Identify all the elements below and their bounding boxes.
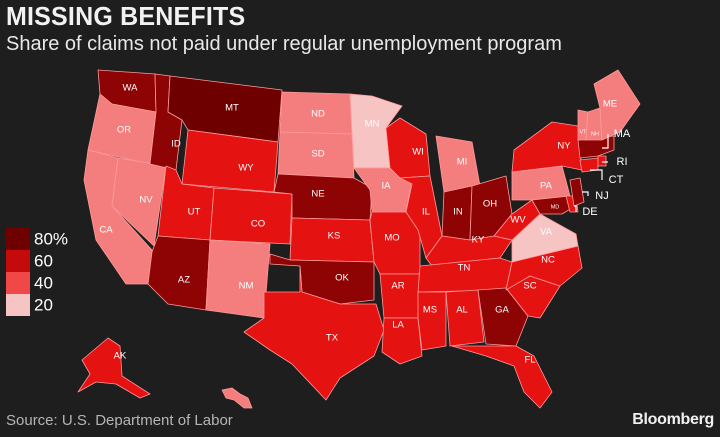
legend-swatch (6, 250, 30, 272)
state-label-wy: WY (238, 163, 254, 174)
state-ga (477, 287, 529, 347)
state-label-nd: ND (311, 109, 325, 120)
leader-lines (574, 134, 609, 212)
state-ri (597, 155, 607, 167)
legend: 80% 60 40 20 (6, 228, 68, 316)
state-label-ct: CT (609, 174, 624, 186)
legend-swatch (6, 272, 30, 294)
state-label-nj: NJ (595, 190, 608, 202)
state-label-sc: SC (523, 281, 536, 292)
state-label-ky: KY (472, 235, 485, 246)
state-nj (569, 177, 585, 207)
state-label-vt: VT (579, 129, 587, 135)
state-label-ok: OK (335, 273, 349, 284)
legend-label: 20 (34, 295, 53, 314)
legend-label: 60 (34, 251, 53, 270)
state-la (381, 317, 423, 365)
state-label-tx: TX (326, 333, 339, 344)
state-label-mi: MI (457, 157, 468, 168)
leader-line-ma (602, 134, 609, 149)
state-label-nc: NC (541, 255, 555, 266)
state-label-in: IN (453, 207, 463, 218)
state-label-mo: MO (384, 233, 399, 244)
state-label-az: AZ (178, 275, 190, 286)
map-title: MISSING BENEFITS (6, 2, 246, 32)
leader-line-de (574, 205, 577, 212)
state-fl (451, 345, 553, 409)
state-label-ca: CA (99, 225, 113, 236)
state-ny (511, 121, 583, 173)
state-md (531, 195, 573, 215)
state-label-md: MD (551, 204, 560, 210)
state-label-ut: UT (188, 207, 201, 218)
state-label-nm: NM (239, 281, 254, 292)
state-label-or: OR (117, 125, 131, 136)
state-label-me: ME (603, 99, 617, 110)
legend-label: 40 (34, 273, 53, 292)
state-label-co: CO (251, 219, 265, 230)
state-label-de: DE (582, 206, 597, 218)
state-label-ne: NE (311, 189, 324, 200)
labels-layer: WA OR CA NV ID MT WY UT CO AZ NM ND SD NE KS OK TX MN IA MO… (99, 83, 631, 366)
state-label-id: ID (171, 139, 181, 150)
state-az (147, 235, 211, 311)
state-co (209, 187, 293, 245)
state-label-mn: MN (365, 119, 380, 130)
legend-swatch (6, 294, 30, 316)
legend-label: 80% (34, 229, 68, 248)
state-ms (417, 291, 447, 351)
state-label-tn: TN (458, 263, 471, 274)
state-label-ia: IA (382, 181, 392, 192)
state-label-il: IL (422, 207, 430, 218)
state-label-ar: AR (391, 281, 404, 292)
state-label-ak: AK (114, 351, 127, 362)
state-label-ny: NY (557, 141, 571, 152)
state-label-mt: MT (225, 103, 239, 114)
state-label-nh: NH (591, 131, 599, 137)
state-label-ga: GA (495, 305, 509, 316)
state-label-la: LA (392, 320, 404, 331)
leader-line-nj (582, 191, 589, 196)
state-label-sd: SD (311, 149, 324, 160)
state-label-wa: WA (123, 83, 139, 94)
state-me (593, 69, 641, 141)
state-label-pa: PA (540, 181, 553, 192)
state-ak (77, 337, 151, 399)
state-label-al: AL (456, 305, 468, 316)
source-note: Source: U.S. Department of Labor (6, 412, 233, 429)
state-tx (243, 265, 385, 401)
state-label-nv: NV (139, 195, 153, 206)
bloomberg-logo: Bloomberg (632, 411, 714, 428)
state-label-fl: FL (524, 355, 535, 366)
state-label-wi: WI (412, 147, 424, 158)
state-nm (205, 239, 271, 319)
state-label-ms: MS (423, 305, 437, 316)
state-label-ri: RI (617, 156, 628, 168)
state-al (445, 289, 485, 347)
map-subtitle: Share of claims not paid under regular u… (6, 33, 562, 55)
state-hi (221, 387, 253, 409)
state-label-ks: KS (328, 231, 341, 242)
state-label-va: VA (540, 227, 553, 238)
state-il (399, 175, 443, 259)
states-layer (77, 69, 641, 409)
legend-swatch (6, 228, 30, 250)
state-label-ma: MA (614, 128, 631, 140)
leader-line-ct (590, 169, 603, 180)
state-label-wv: WV (510, 215, 526, 226)
state-label-oh: OH (483, 199, 497, 210)
